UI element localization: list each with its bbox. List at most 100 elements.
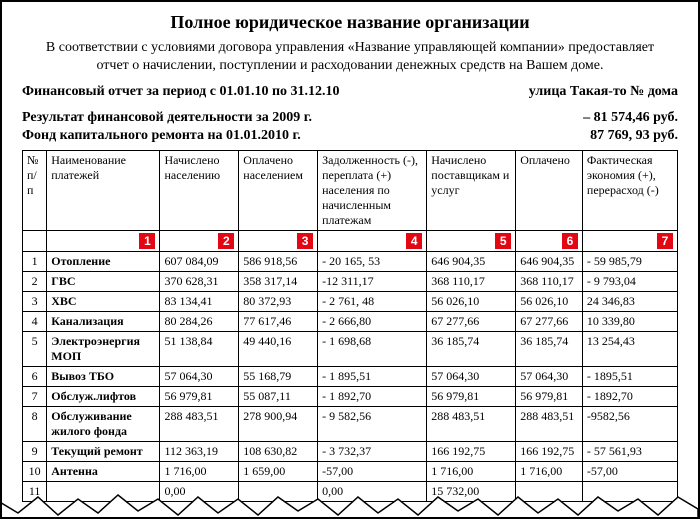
row-value: 646 904,35: [427, 252, 516, 272]
row-value: 646 904,35: [516, 252, 583, 272]
marker-7: 7: [657, 233, 673, 249]
row-index: 2: [23, 272, 47, 292]
row-name: [47, 482, 160, 502]
table-row: 2ГВС370 628,31358 317,14-12 311,17368 11…: [23, 272, 678, 292]
row-value: 57 064,30: [160, 367, 239, 387]
row-value: [516, 482, 583, 502]
row-value: 108 630,82: [239, 442, 318, 462]
row-name: Электроэнергия МОП: [47, 332, 160, 367]
row-value: 112 363,19: [160, 442, 239, 462]
row-index: 6: [23, 367, 47, 387]
row-value: 57 064,30: [427, 367, 516, 387]
row-value: - 1892,70: [582, 387, 677, 407]
row-index: 8: [23, 407, 47, 442]
row-index: 3: [23, 292, 47, 312]
row-name: ГВС: [47, 272, 160, 292]
table-row: 8Обслуживание жилого фонда288 483,51278 …: [23, 407, 678, 442]
row-name: Текущий ремонт: [47, 442, 160, 462]
row-index: 7: [23, 387, 47, 407]
fund-row: Фонд капитального ремонта на 01.01.2010 …: [22, 128, 678, 144]
row-value: 55 168,79: [239, 367, 318, 387]
marker-cell-5: 5: [427, 231, 516, 252]
row-value: - 3 732,37: [318, 442, 427, 462]
fund-value: 87 769, 93 руб.: [498, 128, 678, 144]
table-row: 7Обслуж.лифтов56 979,8155 087,11- 1 892,…: [23, 387, 678, 407]
marker-cell-4: 4: [318, 231, 427, 252]
row-value: 288 483,51: [160, 407, 239, 442]
row-index: 5: [23, 332, 47, 367]
marker-cell-6: 6: [516, 231, 583, 252]
marker-2: 2: [218, 233, 234, 249]
row-value: - 1895,51: [582, 367, 677, 387]
fund-label: Фонд капитального ремонта на 01.01.2010 …: [22, 128, 301, 144]
row-value: 67 277,66: [427, 312, 516, 332]
period-label: Финансовый отчет за период с 01.01.10 по…: [22, 84, 340, 100]
marker-3: 3: [297, 233, 313, 249]
col-accrued-sup: Начислено поставщикам и услуг: [427, 151, 516, 231]
row-name: Отопление: [47, 252, 160, 272]
table-header-row: № п/п Наименование платежей Начислено на…: [23, 151, 678, 231]
result-label: Результат финансовой деятельности за 200…: [22, 110, 312, 126]
col-paid-pop: Оплачено населением: [239, 151, 318, 231]
table-marker-row: 1 2 3 4 5 6 7: [23, 231, 678, 252]
row-value: [582, 482, 677, 502]
report-page: Полное юридическое название организации …: [0, 0, 700, 519]
org-title: Полное юридическое название организации: [22, 12, 678, 33]
row-value: 57 064,30: [516, 367, 583, 387]
row-value: 1 659,00: [239, 462, 318, 482]
col-accrued-pop: Начислено населению: [160, 151, 239, 231]
row-value: - 1 895,51: [318, 367, 427, 387]
row-value: 1 716,00: [160, 462, 239, 482]
row-value: 586 918,56: [239, 252, 318, 272]
address-label: улица Такая-то № дома: [498, 84, 678, 100]
row-value: - 2 666,80: [318, 312, 427, 332]
col-debt: Задолженность (-), переплата (+) населен…: [318, 151, 427, 231]
row-value: 56 026,10: [427, 292, 516, 312]
row-value: 288 483,51: [516, 407, 583, 442]
row-value: - 2 761, 48: [318, 292, 427, 312]
row-value: - 59 985,79: [582, 252, 677, 272]
table-body: 1Отопление607 084,09586 918,56- 20 165, …: [23, 252, 678, 502]
row-index: 10: [23, 462, 47, 482]
row-value: -57,00: [582, 462, 677, 482]
row-name: Антенна: [47, 462, 160, 482]
marker-cell-3: 3: [239, 231, 318, 252]
row-value: 56 979,81: [160, 387, 239, 407]
row-value: - 57 561,93: [582, 442, 677, 462]
row-value: 36 185,74: [516, 332, 583, 367]
row-name: Обслуж.лифтов: [47, 387, 160, 407]
row-value: - 1 892,70: [318, 387, 427, 407]
row-value: 278 900,94: [239, 407, 318, 442]
marker-cell-7: 7: [582, 231, 677, 252]
row-name: ХВС: [47, 292, 160, 312]
row-value: 1 716,00: [516, 462, 583, 482]
col-index: № п/п: [23, 151, 47, 231]
table-row: 9Текущий ремонт112 363,19108 630,82- 3 7…: [23, 442, 678, 462]
row-value: 15 732,00: [427, 482, 516, 502]
marker-cell-1: 1: [47, 231, 160, 252]
row-value: 368 110,17: [516, 272, 583, 292]
row-name: Вывоз ТБО: [47, 367, 160, 387]
row-value: 368 110,17: [427, 272, 516, 292]
row-value: 288 483,51: [427, 407, 516, 442]
row-value: 0,00: [160, 482, 239, 502]
row-value: 56 979,81: [427, 387, 516, 407]
row-value: 24 346,83: [582, 292, 677, 312]
row-value: - 20 165, 53: [318, 252, 427, 272]
row-value: 55 087,11: [239, 387, 318, 407]
row-value: 80 284,26: [160, 312, 239, 332]
row-value: 56 979,81: [516, 387, 583, 407]
row-value: -12 311,17: [318, 272, 427, 292]
row-value: 370 628,31: [160, 272, 239, 292]
row-value: 56 026,10: [516, 292, 583, 312]
col-name: Наименование платежей: [47, 151, 160, 231]
row-value: 51 138,84: [160, 332, 239, 367]
marker-cell-2: 2: [160, 231, 239, 252]
table-row: 10Антенна1 716,001 659,00-57,001 716,001…: [23, 462, 678, 482]
row-value: [239, 482, 318, 502]
row-value: - 1 698,68: [318, 332, 427, 367]
marker-blank: [23, 231, 47, 252]
marker-6: 6: [562, 233, 578, 249]
row-value: 36 185,74: [427, 332, 516, 367]
table-row: 110,000,0015 732,00: [23, 482, 678, 502]
